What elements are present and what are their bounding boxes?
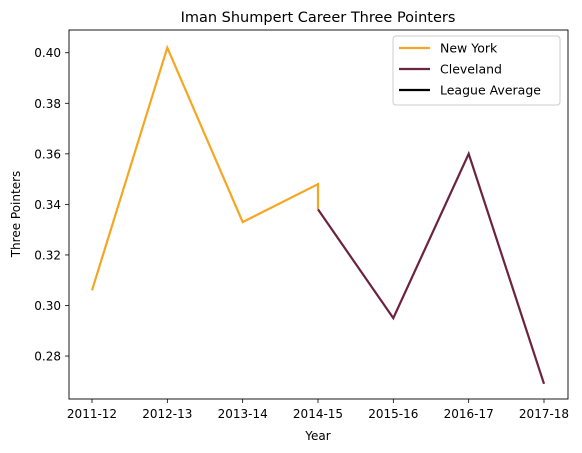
series-layer: [90, 44, 546, 385]
y-axis-label: Three Pointers: [9, 171, 23, 259]
y-tick-label: 0.38: [34, 97, 61, 111]
x-tick-label: 2016-17: [444, 407, 494, 421]
legend-label-new-york: New York: [440, 41, 498, 56]
y-axis: 0.28 0.30 0.32 0.34 0.36 0.38 0.40: [34, 46, 69, 364]
legend: New York Cleveland League Average: [392, 35, 561, 106]
x-tick-label: 2015-16: [368, 407, 418, 421]
y-tick-label: 0.34: [34, 198, 61, 212]
chart-title: Iman Shumpert Career Three Pointers: [181, 10, 456, 26]
y-tick-label: 0.30: [34, 299, 61, 313]
x-tick-label: 2014-15: [293, 407, 343, 421]
plot-area-frame: [68, 29, 569, 400]
legend-label-cleveland: Cleveland: [440, 62, 502, 77]
x-tick-label: 2013-14: [218, 407, 268, 421]
legend-label-league-average: League Average: [440, 83, 541, 98]
y-tick-label: 0.28: [34, 350, 61, 364]
legend-frame: [392, 35, 561, 106]
y-tick-label: 0.40: [34, 46, 61, 60]
x-tick-label: 2017-18: [519, 407, 569, 421]
x-axis-label: Year: [304, 429, 330, 443]
x-tick-label: 2011-12: [67, 407, 117, 421]
x-tick-label: 2012-13: [142, 407, 192, 421]
series-line-new-york: [90, 44, 320, 291]
y-tick-label: 0.32: [34, 248, 61, 262]
y-tick-label: 0.36: [34, 147, 61, 161]
series-line-cleveland: [317, 150, 546, 385]
x-axis: 2011-12 2012-13 2013-14 2014-15 2015-16 2016-…: [67, 399, 569, 421]
